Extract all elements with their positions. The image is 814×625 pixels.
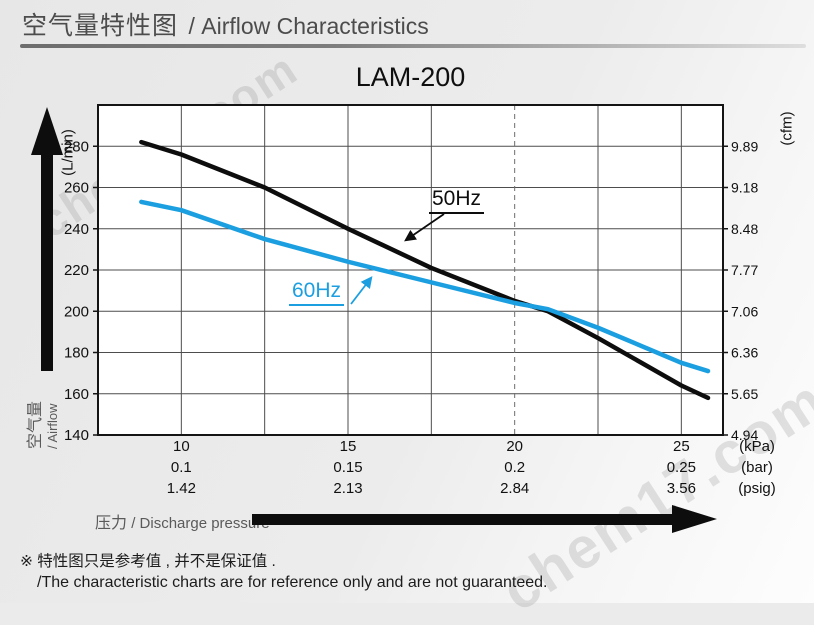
annotation-arrow-50hz [404, 213, 445, 242]
x-axis-name-zh: 压力 [95, 515, 128, 532]
footnote-en: /The characteristic charts are for refer… [37, 574, 548, 591]
x-tick-label: 25 [673, 438, 690, 455]
x-tick-label: 2.13 [333, 480, 362, 497]
series-line-60hz [139, 199, 711, 374]
page-title-zh: 空气量特性图 [22, 12, 179, 40]
footnote-zh: ※ 特性图只是参考值 , 并不是保证值 . [20, 553, 276, 570]
series-label-60hz: 60Hz [289, 279, 345, 306]
y-axis-name: 空气量 / Airflow [27, 365, 63, 449]
y-tick-label-right: 9.18 [731, 180, 758, 196]
series-line-50hz [139, 139, 711, 401]
y-tick-label-left: 240 [64, 221, 89, 238]
annotation-arrows [350, 213, 445, 305]
x-tick-label: 10 [173, 438, 190, 455]
airflow-axis-arrow-icon [31, 107, 63, 155]
x-axis-unit: (bar) [741, 459, 773, 476]
y-tick-label-right: 6.36 [731, 345, 758, 361]
y-tick-label-left: 160 [64, 386, 89, 403]
y-tick-label-right: 8.48 [731, 221, 758, 237]
y-tick-label-left: 140 [64, 427, 89, 444]
y-tick-label-left: 280 [64, 138, 89, 155]
x-tick-label: 0.2 [504, 459, 525, 476]
y-axis-name-zh: 空气量 [27, 400, 44, 449]
x-axis-name: 压力 / Discharge pressure [95, 509, 270, 533]
x-axis-name-en: / Discharge pressure [131, 515, 270, 532]
airflow-chart: 280 9.89 260 9.18 240 8.48 220 7.77 200 7.06 180 6.… [64, 104, 776, 497]
x-tick-label: 1.42 [167, 480, 196, 497]
y-tick-label-left: 260 [64, 180, 89, 197]
page-title: 空气量特性图 / Airflow Characteristics [22, 6, 429, 42]
header-divider [20, 44, 806, 48]
x-tick-label: 0.25 [667, 459, 696, 476]
pressure-axis-arrow-bar [252, 514, 674, 525]
series-label-50hz: 50Hz [429, 187, 485, 214]
y-tick-label-right: 5.65 [731, 386, 758, 402]
x-tick-label: 3.56 [667, 480, 696, 497]
x-tick-label: 15 [340, 438, 357, 455]
y-tick-label-left: 220 [64, 262, 89, 279]
x-axis-unit: (psig) [738, 480, 776, 497]
pressure-axis-arrow-icon [672, 505, 717, 533]
y-tick-label-right: 7.77 [731, 262, 758, 278]
chart-title: LAM-200 [355, 62, 466, 92]
y-tick-label-left: 200 [64, 303, 89, 320]
x-tick-label: 0.1 [171, 459, 192, 476]
page-title-en: / Airflow Characteristics [188, 13, 429, 39]
annotation-arrow-60hz [350, 276, 373, 305]
y-tick-label-right: 9.89 [731, 138, 758, 154]
x-axis-unit: (kPa) [739, 438, 775, 455]
x-tick-label: 2.84 [500, 480, 529, 497]
y-tick-label-left: 180 [64, 345, 89, 362]
y-axis-name-en: / Airflow [45, 403, 60, 449]
x-tick-label: 20 [506, 438, 523, 455]
airflow-axis-arrow-bar [41, 152, 53, 371]
y-tick-label-right: 4.94 [731, 427, 758, 443]
y-axis-unit-right: (cfm) [778, 111, 796, 146]
y-tick-label-right: 7.06 [731, 303, 758, 319]
x-tick-label: 0.15 [333, 459, 362, 476]
